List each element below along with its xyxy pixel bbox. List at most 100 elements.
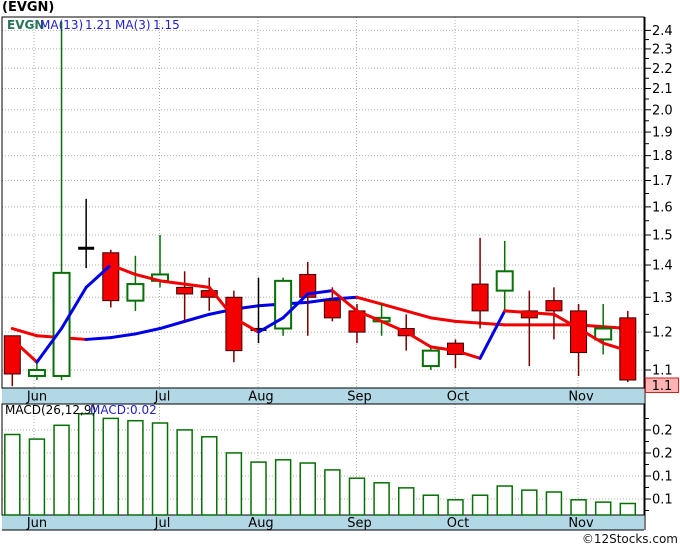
ma3-line-segment (503, 309, 531, 315)
month-label: Sep (347, 390, 372, 405)
ma13-line-segment (330, 295, 359, 301)
month-label: Oct (447, 390, 469, 405)
ma3-line-segment (478, 309, 507, 360)
macd-panel-border (1, 403, 645, 516)
ma13-line-segment (133, 327, 162, 336)
ma3-line-segment (404, 330, 433, 349)
candle-body (274, 279, 293, 330)
page-title: (EVGN) (2, 0, 55, 15)
main-panel-border (1, 16, 645, 389)
month-label: Nov (568, 390, 594, 405)
watermark: ©12Stocks.com (582, 532, 678, 546)
ma3-line-segment (552, 312, 581, 331)
ma13-line-segment (404, 309, 433, 320)
macd-axis-label: 0.2 (652, 447, 673, 462)
macd-bar (545, 491, 563, 516)
candle-body (176, 286, 194, 295)
ma3-line-segment (527, 311, 556, 316)
current-price-badge (645, 377, 679, 393)
macd-bar (471, 494, 489, 516)
legend-ma3-value: 1.15 (153, 18, 180, 32)
ma13-line-segment (429, 316, 457, 323)
candle-body (421, 349, 440, 368)
price-axis-label: 1.8 (652, 149, 673, 164)
macd-bar (422, 494, 440, 516)
macd-bar (397, 487, 415, 516)
price-axis-label: 2.0 (652, 103, 673, 118)
ma3-line-segment (257, 316, 285, 334)
ma13-line-segment (380, 302, 408, 313)
month-label: Jul (154, 516, 171, 531)
candle-body (323, 300, 341, 319)
price-axis-label: 1.5 (652, 228, 673, 243)
month-label: Nov (568, 516, 594, 531)
candle-body (102, 252, 120, 302)
month-label: Sep (347, 516, 372, 531)
macd-axis-label: 0.1 (652, 493, 673, 508)
ma3-line-segment (429, 345, 457, 353)
macd-bar (201, 436, 218, 516)
macd-bar (619, 502, 637, 516)
legend-symbol: EVGN (7, 18, 44, 32)
candle-body (3, 335, 21, 375)
ma3-line-segment (183, 282, 211, 289)
legend-ma13-label: MA(13) (40, 18, 83, 32)
macd-bar (496, 485, 513, 516)
ma13-line-segment (183, 312, 211, 323)
ma13-line-segment (109, 332, 137, 340)
ma13-line-segment (306, 297, 334, 304)
month-band (2, 388, 644, 404)
ma3-line-segment (109, 263, 137, 276)
macd-axis-label: 0.1 (652, 470, 673, 485)
price-axis-label: 2.2 (652, 62, 673, 77)
month-label: Jun (26, 516, 47, 531)
macd-bar (521, 489, 538, 516)
ma3-line-segment (207, 285, 236, 320)
candle-body (52, 271, 71, 377)
macd-bar (570, 499, 587, 516)
price-axis-label: 1.9 (652, 126, 673, 141)
macd-bar (274, 459, 292, 516)
ma3-line-segment (355, 309, 384, 323)
candle-body (471, 283, 489, 312)
legend-ma13-value: 1.21 (85, 18, 112, 32)
macd-bar (324, 469, 341, 516)
candle-body (495, 270, 514, 292)
ma3-line-segment (577, 327, 605, 345)
price-axis-label: 1.6 (652, 200, 673, 215)
macd-bar (102, 417, 120, 516)
candle-body (299, 273, 317, 298)
price-axis-label: 1.2 (652, 326, 673, 341)
price-axis-label: 2.3 (652, 42, 673, 57)
ma3-line-segment (133, 272, 162, 283)
month-label: Aug (248, 390, 273, 405)
ma3-line-segment (281, 292, 310, 320)
ma3-line-segment (84, 263, 113, 289)
ma3-line-segment (330, 289, 359, 313)
ma13-line-segment (158, 319, 187, 331)
candle-body (225, 296, 243, 352)
ma13-line-segment (478, 321, 507, 327)
ma13-line-segment (355, 295, 384, 306)
candle-body (545, 300, 563, 312)
macd-legend-value: MACD:0.02 (90, 403, 157, 417)
macd-axis-label: 0.2 (652, 424, 673, 439)
ma3-line-segment (601, 341, 630, 353)
candle-body (200, 290, 218, 298)
candle-body (126, 283, 145, 302)
price-axis-label: 1.3 (652, 291, 673, 306)
month-label: Aug (248, 516, 273, 531)
price-axis-label: 2.4 (652, 24, 673, 39)
price-axis-label: 1.7 (652, 174, 673, 189)
macd-bar (447, 499, 464, 516)
ma3-line-segment (10, 337, 39, 364)
candle-body (594, 327, 613, 341)
ma3-line-segment (60, 285, 88, 331)
macd-bar (77, 413, 95, 516)
candle-body (27, 369, 46, 377)
macd-bar (299, 462, 316, 516)
ma13-line-segment (453, 319, 482, 325)
macd-bar (176, 429, 193, 516)
ma3-line-segment (453, 349, 482, 360)
